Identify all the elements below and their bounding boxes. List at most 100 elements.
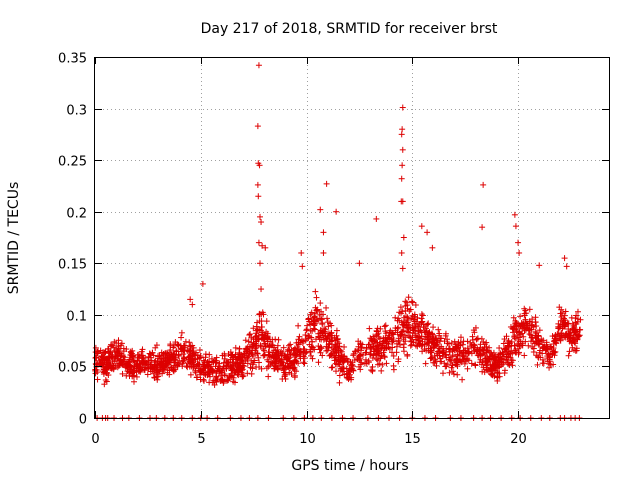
data-point: [256, 364, 263, 371]
data-point: [577, 326, 584, 333]
data-point: [407, 306, 414, 313]
data-point: [181, 355, 188, 362]
data-point: [328, 322, 335, 329]
data-point: [180, 351, 187, 358]
data-point: [242, 337, 249, 344]
data-point: [231, 379, 238, 386]
data-point: [387, 327, 394, 334]
data-point: [375, 330, 382, 337]
data-point: [253, 340, 260, 347]
data-point: [492, 362, 499, 369]
data-point: [295, 336, 302, 343]
data-point: [398, 175, 405, 182]
data-point: [498, 356, 505, 363]
data-point: [197, 376, 204, 383]
data-point: [417, 327, 424, 334]
data-point: [546, 354, 553, 361]
data-point: [323, 180, 330, 187]
data-point: [441, 338, 448, 345]
data-point: [285, 364, 292, 371]
data-point: [505, 344, 512, 351]
data-point: [523, 310, 530, 317]
data-point: [141, 366, 148, 373]
data-point: [408, 315, 415, 322]
data-point: [437, 355, 444, 362]
data-point: [285, 346, 292, 353]
x-tick-labels: 0 5 10 15 20: [91, 432, 526, 447]
data-point: [92, 360, 99, 367]
data-point: [429, 244, 436, 251]
data-point: [561, 312, 568, 319]
axis-ticks: [95, 57, 609, 419]
data-point: [196, 361, 203, 368]
data-point: [514, 331, 521, 338]
data-point: [397, 304, 404, 311]
data-point: [419, 341, 426, 348]
y-tick-label: 0.05: [58, 361, 87, 376]
y-tick-label: 0.15: [58, 258, 87, 273]
data-point: [398, 198, 405, 205]
data-point: [349, 361, 356, 368]
data-point: [399, 104, 406, 111]
data-point: [495, 354, 502, 361]
data-point: [181, 342, 188, 349]
data-point: [558, 314, 565, 321]
data-point: [379, 361, 386, 368]
data-point: [262, 244, 269, 251]
data-point: [565, 332, 572, 339]
data-point: [407, 334, 414, 341]
data-point: [170, 355, 177, 362]
data-point: [480, 347, 487, 354]
data-point: [291, 374, 298, 381]
data-point: [317, 349, 324, 356]
data-point: [219, 352, 226, 359]
data-point: [521, 305, 528, 312]
data-point: [423, 347, 430, 354]
data-point: [94, 376, 101, 383]
data-point: [413, 336, 420, 343]
data-point: [300, 359, 307, 366]
data-point: [367, 350, 374, 357]
data-point: [166, 359, 173, 366]
data-point: [290, 365, 297, 372]
data-point: [407, 342, 414, 349]
data-point: [395, 356, 402, 363]
data-point: [225, 377, 232, 384]
data-point: [192, 369, 199, 376]
data-point: [370, 342, 377, 349]
data-point: [358, 345, 365, 352]
data-point: [186, 353, 193, 360]
data-point: [430, 324, 437, 331]
data-point: [433, 358, 440, 365]
data-point: [258, 286, 265, 293]
data-point: [98, 356, 105, 363]
data-point: [388, 336, 395, 343]
data-point: [285, 342, 292, 349]
data-point: [121, 354, 128, 361]
data-point: [373, 356, 380, 363]
data-point: [515, 239, 522, 246]
data-point: [492, 353, 499, 360]
data-point: [435, 326, 442, 333]
data-point: [436, 330, 443, 337]
data-point: [268, 341, 275, 348]
data-point: [379, 342, 386, 349]
data-point: [367, 345, 374, 352]
data-point: [525, 342, 532, 349]
data-point: [145, 353, 152, 360]
data-point: [263, 318, 270, 325]
data-point: [247, 364, 254, 371]
data-point: [256, 213, 263, 220]
data-point: [399, 265, 406, 272]
data-point: [202, 354, 209, 361]
data-point: [185, 356, 192, 363]
data-point: [395, 315, 402, 322]
data-point: [341, 343, 348, 350]
data-point: [106, 362, 113, 369]
data-point: [256, 318, 263, 325]
data-point: [418, 223, 425, 230]
data-point: [184, 348, 191, 355]
data-point: [237, 360, 244, 367]
data-point: [333, 332, 340, 339]
data-point: [199, 280, 206, 287]
